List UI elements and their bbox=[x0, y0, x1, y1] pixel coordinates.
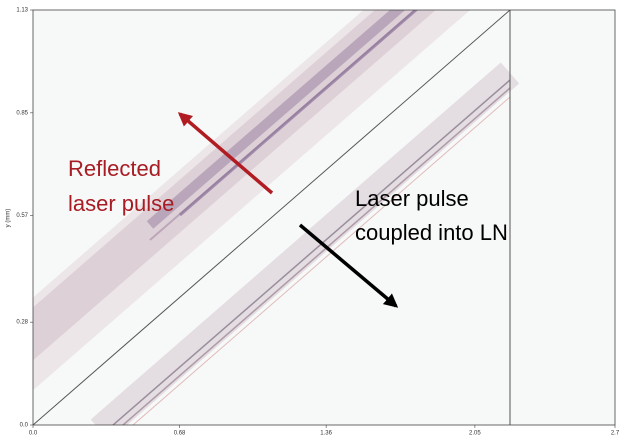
y-tick-label: 0.28 bbox=[16, 320, 28, 326]
annotation: coupled into LN bbox=[355, 220, 508, 245]
field-bands bbox=[33, 10, 520, 425]
x-tick-label: 2.05 bbox=[469, 431, 481, 437]
annotation: Laser pulse bbox=[355, 186, 469, 211]
annotation: Reflected bbox=[68, 156, 161, 181]
y-axis-label: y (mm) bbox=[6, 209, 12, 228]
y-tick-label: 0.85 bbox=[16, 110, 28, 116]
arrow bbox=[177, 112, 274, 195]
arrow bbox=[298, 223, 399, 308]
y-tick-label: 0.57 bbox=[16, 213, 28, 219]
annotation: laser pulse bbox=[68, 191, 174, 216]
x-tick-label: 0.68 bbox=[174, 431, 186, 437]
x-tick-label: 2.7 bbox=[611, 431, 620, 437]
y-tick-label: 1.13 bbox=[16, 8, 28, 14]
x-tick-label: 0.0 bbox=[29, 431, 38, 437]
y-tick-label: 0.0 bbox=[20, 423, 29, 429]
x-tick-label: 1.36 bbox=[320, 431, 332, 437]
plot-area bbox=[33, 10, 615, 425]
plot-frame bbox=[32, 9, 616, 426]
